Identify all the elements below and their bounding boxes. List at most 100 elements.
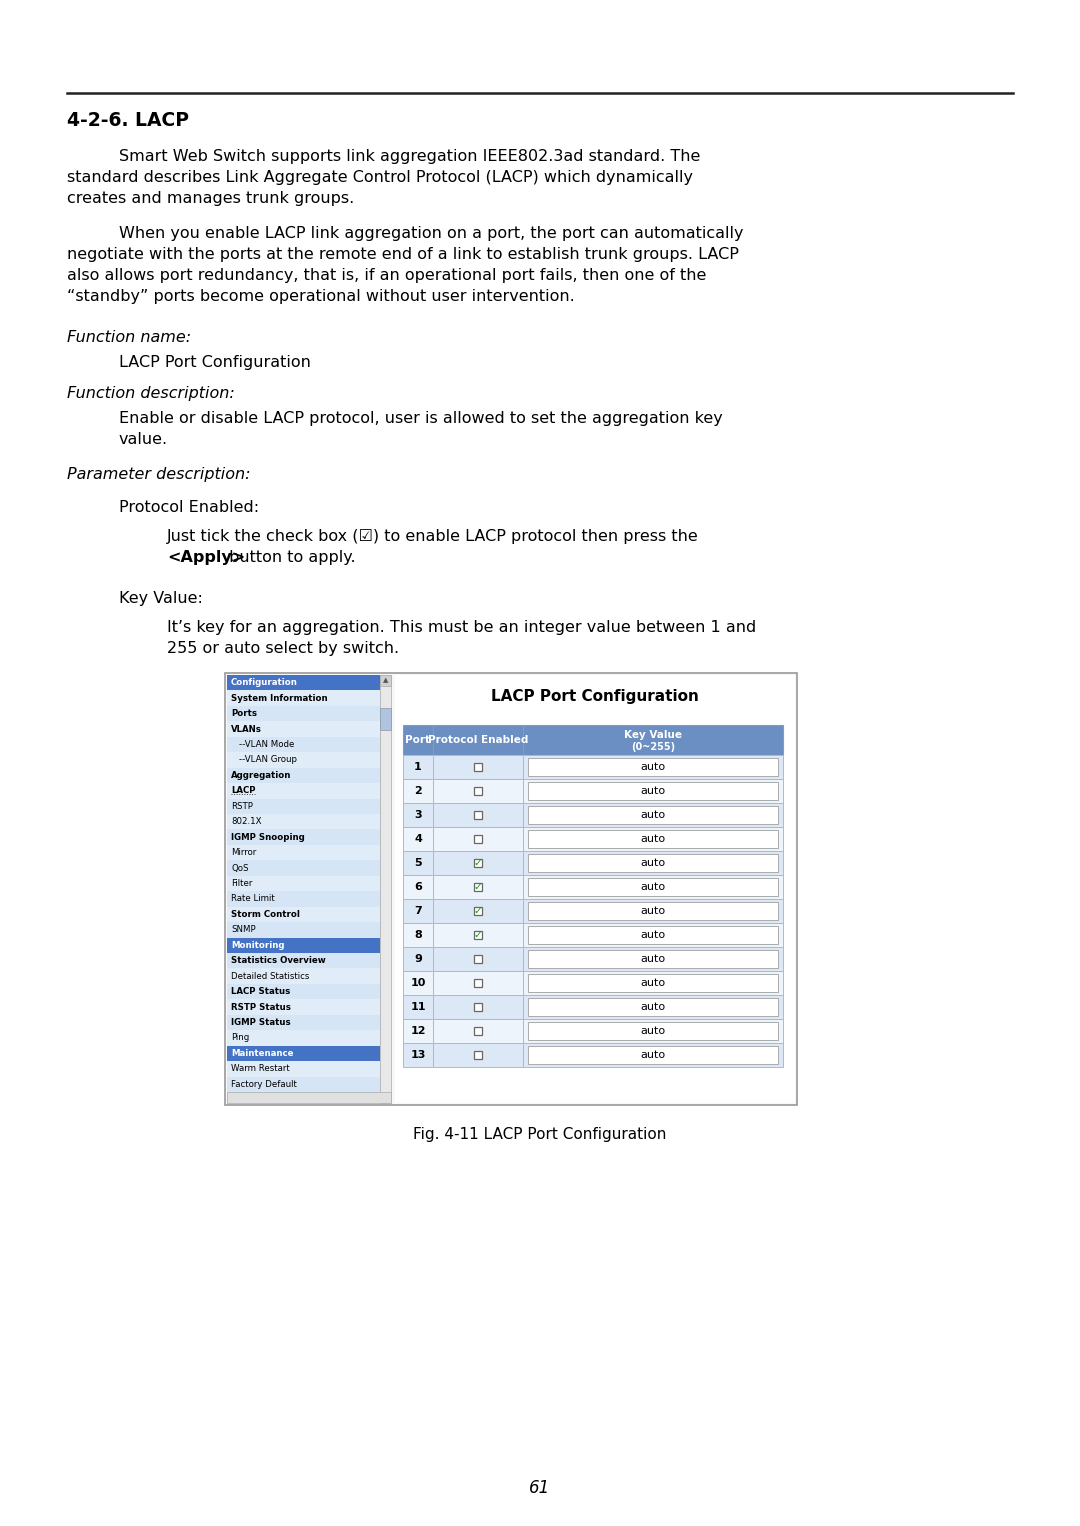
Text: Protocol Enabled:: Protocol Enabled: — [119, 501, 259, 514]
Text: Ports: Ports — [231, 710, 257, 719]
Text: IGMP Status: IGMP Status — [231, 1018, 291, 1027]
Text: also allows port redundancy, that is, if an operational port fails, then one of : also allows port redundancy, that is, if… — [67, 269, 706, 282]
Text: auto: auto — [640, 954, 665, 964]
Bar — [380, 708, 391, 729]
Bar — [433, 1019, 523, 1042]
Bar — [528, 830, 778, 848]
Bar — [227, 707, 380, 722]
Bar — [528, 951, 778, 967]
Text: LACP: LACP — [231, 786, 256, 795]
Bar — [523, 755, 783, 778]
Text: Fig. 4-11 LACP Port Configuration: Fig. 4-11 LACP Port Configuration — [414, 1128, 666, 1141]
Bar — [433, 948, 523, 971]
Text: standard describes Link Aggregate Control Protocol (LACP) which dynamically: standard describes Link Aggregate Contro… — [67, 169, 693, 185]
Bar — [227, 768, 380, 783]
Text: auto: auto — [640, 1025, 665, 1036]
Text: SNMP: SNMP — [231, 925, 256, 934]
Text: creates and manages trunk groups.: creates and manages trunk groups. — [67, 191, 354, 206]
Text: auto: auto — [640, 1050, 665, 1061]
Text: Storm Control: Storm Control — [231, 909, 300, 919]
Bar — [474, 835, 482, 842]
Bar — [227, 1015, 380, 1030]
Text: auto: auto — [640, 882, 665, 893]
Bar — [227, 813, 380, 830]
Text: auto: auto — [640, 786, 665, 797]
Bar — [474, 906, 482, 916]
Bar — [523, 1019, 783, 1042]
Text: 13: 13 — [410, 1050, 426, 1061]
Text: button to apply.: button to apply. — [224, 549, 355, 565]
Bar — [523, 827, 783, 852]
Text: Statistics Overview: Statistics Overview — [231, 957, 326, 966]
Bar — [523, 778, 783, 803]
Bar — [474, 955, 482, 963]
Text: (0~255): (0~255) — [631, 742, 675, 752]
Bar — [227, 737, 380, 752]
Text: 9: 9 — [414, 954, 422, 964]
Bar — [474, 931, 482, 938]
Bar — [227, 861, 380, 876]
Bar — [227, 845, 380, 861]
Text: Detailed Statistics: Detailed Statistics — [231, 972, 309, 981]
Text: 11: 11 — [410, 1003, 426, 1012]
Bar — [433, 725, 523, 755]
Bar — [433, 852, 523, 874]
Bar — [474, 1051, 482, 1059]
Bar — [227, 922, 380, 937]
Text: negotiate with the ports at the remote end of a link to establish trunk groups. : negotiate with the ports at the remote e… — [67, 247, 739, 262]
Text: 7: 7 — [414, 906, 422, 916]
Bar — [380, 674, 391, 687]
Text: ✓: ✓ — [474, 882, 483, 893]
Text: 12: 12 — [410, 1025, 426, 1036]
Text: “standby” ports become operational without user intervention.: “standby” ports become operational witho… — [67, 288, 575, 304]
Bar — [227, 830, 380, 845]
Text: 8: 8 — [414, 929, 422, 940]
Bar — [403, 755, 433, 778]
Text: Mirror: Mirror — [231, 848, 256, 858]
Text: Smart Web Switch supports link aggregation IEEE802.3ad standard. The: Smart Web Switch supports link aggregati… — [119, 150, 700, 163]
Text: IGMP Snooping: IGMP Snooping — [231, 833, 305, 842]
Bar — [433, 923, 523, 948]
Bar — [474, 810, 482, 819]
Bar — [403, 803, 433, 827]
Text: Filter: Filter — [231, 879, 253, 888]
Bar — [403, 899, 433, 923]
Bar — [474, 859, 482, 867]
Text: Aggregation: Aggregation — [231, 771, 292, 780]
Bar — [227, 1000, 380, 1015]
Bar — [227, 674, 391, 1103]
Text: Key Value: Key Value — [624, 731, 681, 740]
Bar — [523, 874, 783, 899]
Bar — [474, 763, 482, 771]
Bar — [528, 758, 778, 777]
Bar — [227, 937, 380, 954]
Bar — [523, 852, 783, 874]
Text: LACP Status: LACP Status — [231, 987, 291, 996]
Bar — [227, 954, 380, 969]
Text: RSTP Status: RSTP Status — [231, 1003, 291, 1012]
Text: ▲: ▲ — [382, 678, 388, 684]
Bar — [528, 974, 778, 992]
Bar — [474, 787, 482, 795]
Bar — [227, 1093, 391, 1103]
Bar — [227, 984, 380, 1000]
Text: Just tick the check box (☑) to enable LACP protocol then press the: Just tick the check box (☑) to enable LA… — [167, 530, 699, 543]
Bar — [227, 1045, 380, 1061]
Text: System Information: System Information — [231, 694, 327, 702]
Bar — [528, 926, 778, 945]
Bar — [433, 971, 523, 995]
Bar — [227, 876, 380, 891]
Bar — [528, 781, 778, 800]
Bar — [403, 971, 433, 995]
Text: When you enable LACP link aggregation on a port, the port can automatically: When you enable LACP link aggregation on… — [119, 226, 743, 241]
Text: QoS: QoS — [231, 864, 248, 873]
Text: 4-2-6. LACP: 4-2-6. LACP — [67, 111, 189, 130]
Text: ✓: ✓ — [474, 929, 483, 940]
Bar — [528, 855, 778, 871]
Text: ✓: ✓ — [474, 858, 483, 868]
Bar — [227, 1076, 380, 1093]
Text: auto: auto — [640, 978, 665, 987]
Text: <Apply>: <Apply> — [167, 549, 245, 565]
Text: Parameter description:: Parameter description: — [67, 467, 251, 482]
Bar — [523, 995, 783, 1019]
